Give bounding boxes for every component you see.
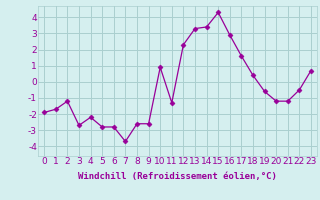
X-axis label: Windchill (Refroidissement éolien,°C): Windchill (Refroidissement éolien,°C) — [78, 172, 277, 181]
